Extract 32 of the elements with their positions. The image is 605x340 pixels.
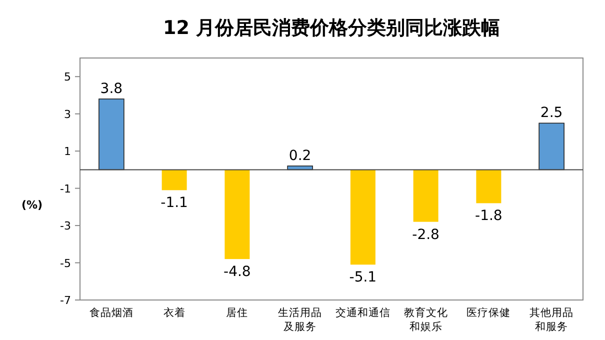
data-label: -2.8 [412, 226, 440, 243]
x-tick-label: 医疗保健 [466, 306, 511, 319]
bar [413, 170, 438, 222]
x-tick-label: 居住 [226, 307, 248, 319]
data-label: 2.5 [540, 105, 563, 122]
y-tick-label: -7 [60, 294, 71, 307]
y-tick-label: -1 [60, 182, 71, 196]
y-tick-label: -5 [60, 256, 71, 270]
x-tick-label: 交通和通信 [335, 306, 390, 319]
bar [162, 170, 187, 190]
data-label: -1.1 [160, 195, 188, 212]
y-tick-label: -3 [60, 220, 71, 233]
x-tick-label: 衣着 [163, 306, 186, 319]
bar [538, 122, 564, 170]
data-label: -5.1 [349, 270, 377, 286]
chart-title: 12 月份居民消费价格分类别同比涨跌幅 [162, 17, 500, 39]
data-label: 3.8 [100, 80, 123, 97]
x-tick-label: 食品烟酒 [89, 306, 134, 319]
x-tick-label: 教育文化和娱乐 [404, 306, 448, 333]
bar [350, 170, 376, 265]
data-label: -4.8 [224, 264, 251, 280]
y-axis-title: (%) [21, 198, 43, 212]
x-tick-label: 生活用品及服务 [278, 306, 322, 333]
bar [476, 170, 502, 204]
y-tick-label: 1 [64, 145, 71, 158]
data-label: 0.2 [288, 148, 312, 164]
y-tick-label: 3 [64, 108, 71, 121]
bar [98, 98, 124, 170]
bar [224, 170, 250, 260]
data-label: -1.8 [475, 208, 502, 224]
y-tick-label: 5 [64, 70, 71, 84]
x-tick-label: 其他用品和服务 [530, 306, 574, 333]
